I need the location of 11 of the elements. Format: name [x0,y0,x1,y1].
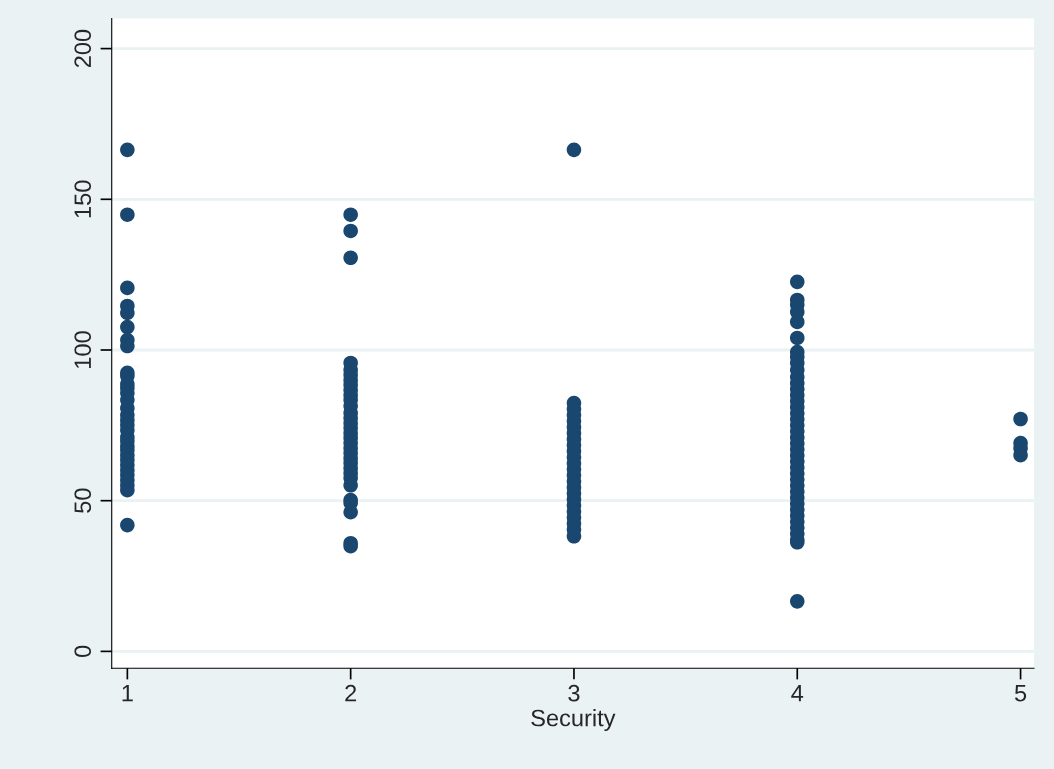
y-tick-label: 100 [74,331,92,368]
x-tick-label: 4 [791,685,804,702]
x-tick-label: 2 [345,684,357,702]
y-tick-label: 150 [74,180,92,218]
x-tick-label: 1 [122,685,133,702]
x-tick-label: 3 [568,684,580,702]
y-tick-label: 200 [74,29,92,68]
y-tick-label: 50 [74,488,92,513]
x-axis-title: Security [531,709,616,732]
y-tick-label: 0 [74,645,92,658]
x-tick-label: 5 [1014,685,1027,702]
